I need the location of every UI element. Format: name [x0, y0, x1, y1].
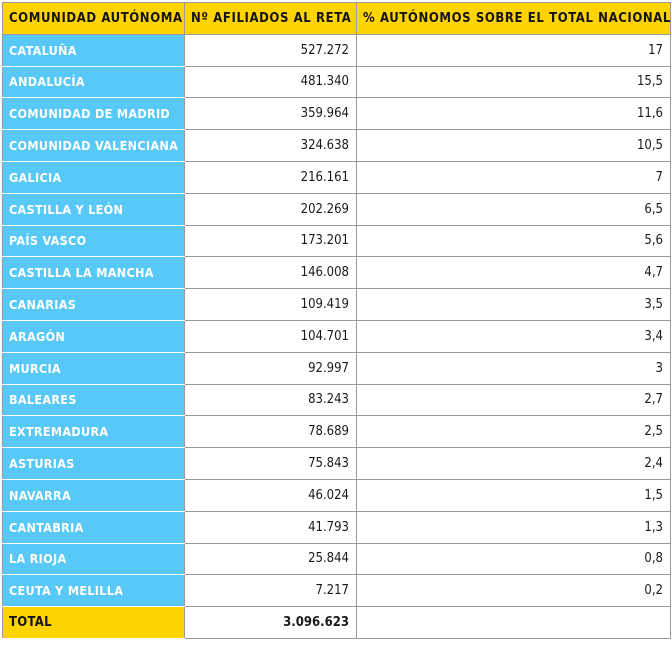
- affiliates-cell: 78.689: [184, 415, 357, 449]
- region-cell: Aragón: [2, 319, 185, 353]
- table-row: Navarra 46.024 1,5: [2, 478, 671, 512]
- region-cell: Baleares: [2, 383, 185, 417]
- table-row: Canarias 109.419 3,5: [2, 288, 671, 321]
- affiliates-cell: 83.243: [184, 383, 357, 417]
- share-cell: 4,7: [356, 256, 671, 290]
- region-cell: Castilla La Mancha: [2, 256, 185, 290]
- region-cell: Galicia: [2, 160, 185, 194]
- table-row: País Vasco 173.201 5,6: [2, 224, 671, 258]
- total-row: Total 3.096.623: [2, 606, 671, 639]
- share-cell: 0,2: [356, 574, 671, 608]
- share-cell: 3,5: [356, 288, 671, 321]
- reta-affiliates-table: Comunidad Autónoma Nº afiliados al RETA …: [2, 2, 671, 639]
- table-row: Castilla y León 202.269 6,5: [2, 192, 671, 226]
- share-cell: 10,5: [356, 129, 671, 162]
- region-cell: País Vasco: [2, 224, 185, 258]
- table-row: Comunidad Valenciana 324.638 10,5: [2, 129, 671, 162]
- total-share: [356, 606, 671, 639]
- share-cell: 1,3: [356, 510, 671, 544]
- region-cell: Cataluña: [2, 33, 185, 67]
- region-cell: Comunidad de Madrid: [2, 97, 185, 131]
- table-row: Galicia 216.161 7: [2, 160, 671, 194]
- affiliates-cell: 146.008: [184, 256, 357, 290]
- region-cell: Comunidad Valenciana: [2, 129, 185, 162]
- affiliates-cell: 173.201: [184, 224, 357, 258]
- region-cell: Murcia: [2, 351, 185, 385]
- affiliates-cell: 324.638: [184, 129, 357, 162]
- header-region: Comunidad Autónoma: [2, 2, 185, 35]
- affiliates-cell: 527.272: [184, 33, 357, 67]
- share-cell: 2,7: [356, 383, 671, 417]
- region-cell: Extremadura: [2, 415, 185, 449]
- table-row: Extremadura 78.689 2,5: [2, 415, 671, 449]
- table-row: Castilla La Mancha 146.008 4,7: [2, 256, 671, 290]
- total-affiliates: 3.096.623: [184, 606, 357, 639]
- table-row: Andalucía 481.340 15,5: [2, 65, 671, 99]
- table-row: La Rioja 25.844 0,8: [2, 542, 671, 576]
- table-row: Baleares 83.243 2,7: [2, 383, 671, 417]
- share-cell: 0,8: [356, 542, 671, 576]
- share-cell: 5,6: [356, 224, 671, 258]
- affiliates-cell: 109.419: [184, 288, 357, 321]
- share-cell: 3,4: [356, 319, 671, 353]
- affiliates-cell: 75.843: [184, 447, 357, 480]
- affiliates-cell: 92.997: [184, 351, 357, 385]
- table-row: Comunidad de Madrid 359.964 11,6: [2, 97, 671, 131]
- affiliates-cell: 104.701: [184, 319, 357, 353]
- affiliates-cell: 202.269: [184, 192, 357, 226]
- total-label: Total: [2, 606, 185, 639]
- region-cell: Ceuta y Melilla: [2, 574, 185, 608]
- region-cell: Castilla y León: [2, 192, 185, 226]
- header-row: Comunidad Autónoma Nº afiliados al RETA …: [2, 2, 671, 35]
- share-cell: 2,4: [356, 447, 671, 480]
- region-cell: Canarias: [2, 288, 185, 321]
- share-cell: 7: [356, 160, 671, 194]
- table-row: Murcia 92.997 3: [2, 351, 671, 385]
- share-cell: 11,6: [356, 97, 671, 131]
- region-cell: Navarra: [2, 478, 185, 512]
- share-cell: 3: [356, 351, 671, 385]
- table-row: Cataluña 527.272 17: [2, 33, 671, 67]
- affiliates-cell: 481.340: [184, 65, 357, 99]
- region-cell: Andalucía: [2, 65, 185, 99]
- region-cell: Asturias: [2, 447, 185, 480]
- table-row: Ceuta y Melilla 7.217 0,2: [2, 574, 671, 608]
- table-row: Asturias 75.843 2,4: [2, 447, 671, 480]
- region-cell: Cantabria: [2, 510, 185, 544]
- table-row: Aragón 104.701 3,4: [2, 319, 671, 353]
- share-cell: 17: [356, 33, 671, 67]
- table-row: Cantabria 41.793 1,3: [2, 510, 671, 544]
- affiliates-cell: 359.964: [184, 97, 357, 131]
- header-affiliates: Nº afiliados al RETA: [184, 2, 357, 35]
- affiliates-cell: 216.161: [184, 160, 357, 194]
- header-share: % autónomos sobre el total nacional: [356, 2, 671, 35]
- region-cell: La Rioja: [2, 542, 185, 576]
- share-cell: 6,5: [356, 192, 671, 226]
- share-cell: 15,5: [356, 65, 671, 99]
- affiliates-cell: 25.844: [184, 542, 357, 576]
- affiliates-cell: 41.793: [184, 510, 357, 544]
- affiliates-cell: 7.217: [184, 574, 357, 608]
- share-cell: 1,5: [356, 478, 671, 512]
- affiliates-cell: 46.024: [184, 478, 357, 512]
- share-cell: 2,5: [356, 415, 671, 449]
